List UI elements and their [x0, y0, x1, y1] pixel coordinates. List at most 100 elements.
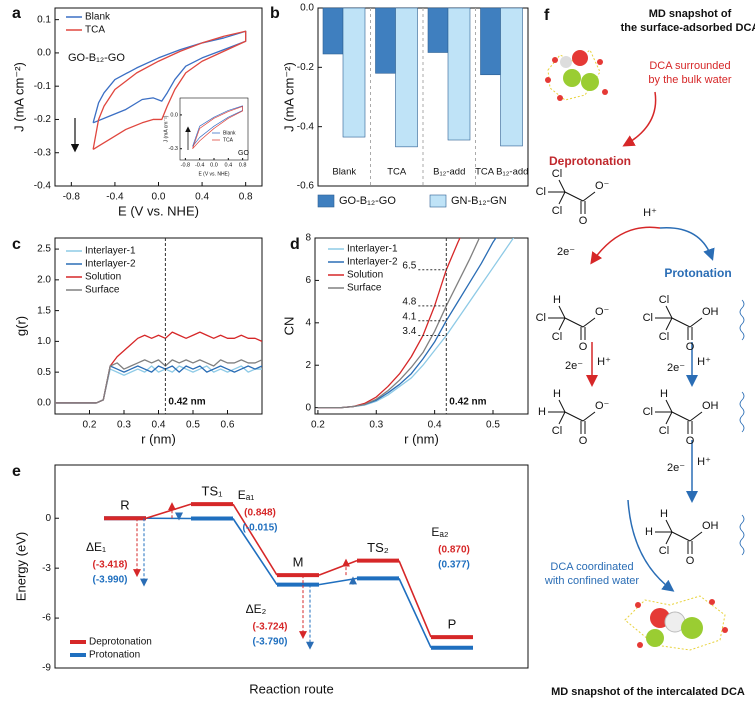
bond [558, 179, 566, 193]
legend-label: TCA [223, 137, 234, 143]
y-axis-label: J (mA cm⁻²) [281, 62, 296, 132]
arrow [659, 227, 715, 261]
surface-wave [739, 299, 745, 556]
legend-label: Surface [85, 285, 120, 296]
caption: MD snapshot of the intercalated DCA [551, 686, 745, 698]
x-tick-label: 0.3 [117, 420, 131, 431]
legend-label: TCA [85, 25, 105, 36]
annotation-value: (-0.015) [242, 523, 277, 534]
bond [558, 191, 566, 205]
series-line [55, 365, 262, 404]
category-label: TCA B₁₂-add [475, 167, 528, 178]
category-label: TCA [387, 167, 407, 178]
atom-label: Cl [643, 312, 653, 324]
x-tick-label: 0.4 [152, 420, 166, 431]
series-line [92, 30, 247, 124]
note: DCA coordinated [550, 561, 633, 573]
state-label: R [120, 498, 129, 513]
bond [558, 411, 566, 425]
atom-label: O [686, 341, 695, 353]
y-tick-label: -6 [42, 613, 51, 624]
atom-label: H [660, 388, 668, 400]
state-label: P [448, 617, 457, 632]
bond [671, 317, 691, 328]
connector [318, 559, 358, 576]
state-label: TS₁ [202, 484, 224, 499]
arrow-label: 2e⁻ [667, 462, 685, 474]
atom-label: O⁻ [595, 400, 610, 412]
y-tick-label: -0.2 [297, 62, 315, 73]
y-tick-label: 0.0 [170, 112, 178, 118]
arrow-label: 2e⁻ [565, 360, 583, 372]
atom-label: Cl [552, 205, 562, 217]
y-tick-label: 1.5 [37, 305, 51, 316]
atom-label: OH [702, 400, 719, 412]
bond [582, 411, 596, 422]
annotation-value: (-3.790) [252, 637, 287, 648]
arrow [627, 499, 675, 592]
y-tick-label: 2.5 [37, 244, 51, 255]
panel-letter: b [270, 5, 280, 22]
x-tick-label: -0.4 [195, 162, 204, 168]
y-tick-label: 0.1 [37, 14, 51, 25]
note: with confined water [544, 575, 639, 587]
y-tick-label: -0.4 [297, 121, 315, 132]
atom-label: Cl [552, 425, 562, 437]
annotation: GO-B₁₂-GO [68, 52, 125, 64]
bar [480, 7, 501, 76]
annotation-value: (0.870) [438, 545, 470, 556]
bar [342, 7, 366, 138]
x-tick-label: 0.8 [239, 192, 253, 203]
legend-label: Interlayer-2 [85, 259, 136, 270]
md-snapshot-bottom [624, 595, 728, 651]
bar [395, 7, 418, 148]
x-tick-label: 0.5 [186, 420, 200, 431]
legend-label: Interlayer-2 [347, 257, 398, 268]
y-tick-label: 4 [305, 317, 311, 328]
annotation-value: (-3.418) [92, 560, 127, 571]
plot-frame [314, 237, 529, 415]
bond [558, 305, 566, 319]
atom-label: Cl [659, 331, 669, 343]
y-tick-label: -0.1 [34, 81, 52, 92]
y-tick-label: -0.6 [297, 181, 315, 192]
annotation-label: ΔE₁ [86, 540, 106, 554]
x-axis-label: Reaction route [249, 681, 334, 696]
x-tick-label: 0.0 [152, 192, 166, 203]
connector [145, 503, 192, 520]
atom-label: O⁻ [595, 306, 610, 318]
legend-label: Surface [347, 283, 382, 294]
x-axis-label: E (V vs. NHE) [118, 203, 199, 218]
bond [665, 519, 673, 533]
annotation-label: Eₐ₂ [431, 525, 448, 539]
bond [665, 531, 673, 545]
atom-label: H [553, 294, 561, 306]
annotation-label: Eₐ₁ [238, 488, 255, 502]
y-tick-label: -3 [42, 563, 51, 574]
connector [232, 518, 278, 586]
bond [564, 411, 584, 422]
atom-label: OH [702, 306, 719, 318]
x-axis-label: r (nm) [141, 431, 176, 446]
bond [671, 411, 691, 422]
atom-label: Cl [659, 545, 669, 557]
atom-label: O [686, 435, 695, 447]
y-axis-label: J (mA cm⁻²) [163, 115, 169, 142]
annotation-value: (-3.724) [252, 622, 287, 633]
x-tick-label: 0.0 [210, 162, 218, 168]
bond [689, 411, 703, 422]
bond [689, 317, 703, 328]
y-axis-label: Energy (eV) [13, 532, 28, 601]
y-tick-label: 0.0 [37, 398, 51, 409]
atom-label: H [553, 388, 561, 400]
arrow-label: H⁺ [643, 207, 657, 219]
caption: the surface-adsorbed DCA [621, 22, 755, 34]
legend-label: Interlayer-1 [85, 246, 136, 257]
panel-letter: a [12, 5, 21, 22]
y-tick-label: 6 [305, 275, 311, 286]
arrow-label: H⁺ [697, 456, 711, 468]
arrow-label: 2e⁻ [667, 362, 685, 374]
arrow-label: H⁺ [597, 356, 611, 368]
